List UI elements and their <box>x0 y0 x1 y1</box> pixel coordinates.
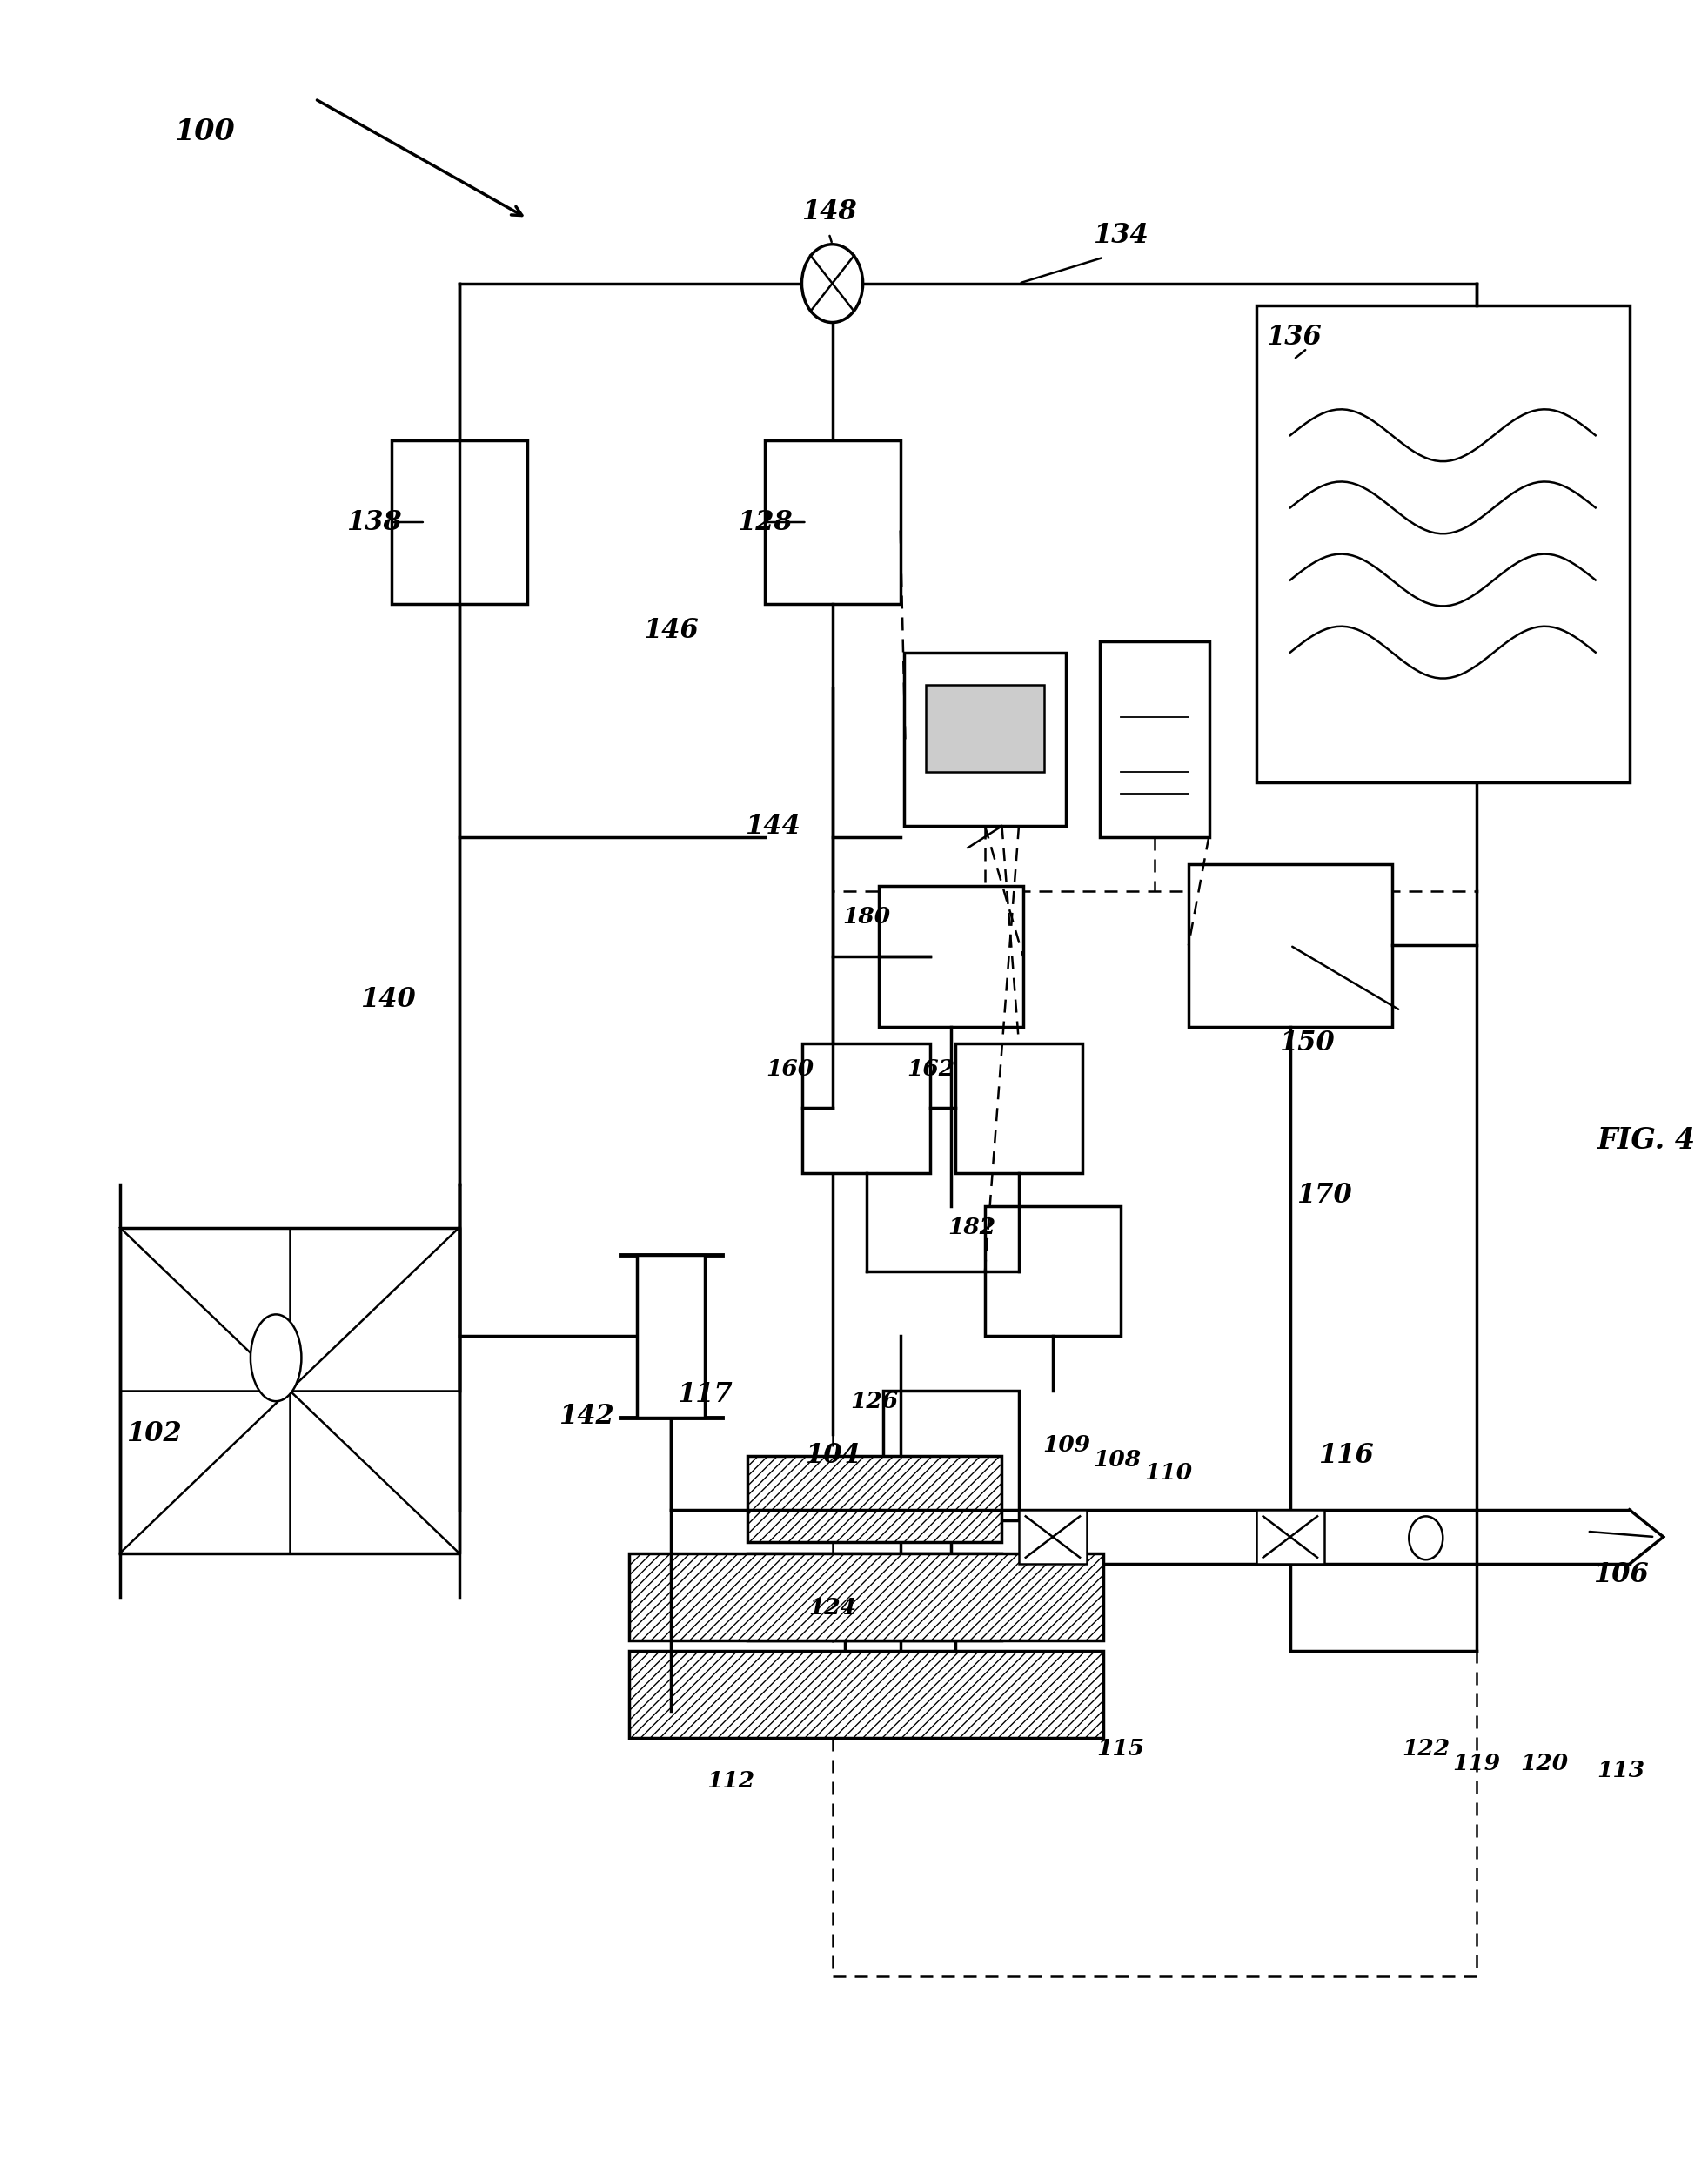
Text: 108: 108 <box>1093 1449 1141 1471</box>
Text: 160: 160 <box>765 1058 815 1080</box>
Bar <box>765 441 900 604</box>
Text: 142: 142 <box>559 1404 615 1430</box>
Text: 122: 122 <box>1402 1738 1450 1760</box>
Text: 136: 136 <box>1266 324 1322 352</box>
Text: 106: 106 <box>1594 1562 1648 1588</box>
Bar <box>748 1456 1003 1543</box>
Text: 109: 109 <box>1042 1434 1090 1456</box>
Text: 138: 138 <box>347 508 401 535</box>
Bar <box>883 1391 1020 1521</box>
Bar <box>391 441 528 604</box>
Text: 150: 150 <box>1279 1030 1336 1056</box>
Text: 116: 116 <box>1319 1443 1373 1469</box>
Bar <box>986 1206 1120 1336</box>
Text: 112: 112 <box>707 1771 755 1793</box>
Text: 170: 170 <box>1296 1182 1353 1208</box>
Text: 110: 110 <box>1144 1462 1192 1484</box>
Text: 124: 124 <box>808 1597 856 1619</box>
Text: 182: 182 <box>948 1217 996 1239</box>
Circle shape <box>801 243 863 322</box>
Bar <box>1189 865 1392 1028</box>
Text: 115: 115 <box>1097 1738 1144 1760</box>
Text: 146: 146 <box>644 617 699 643</box>
Text: 119: 119 <box>1454 1754 1501 1775</box>
Bar <box>955 1043 1083 1173</box>
Ellipse shape <box>251 1315 301 1402</box>
Text: 134: 134 <box>1093 222 1148 250</box>
Circle shape <box>1409 1517 1443 1560</box>
Text: 162: 162 <box>907 1058 955 1080</box>
Bar <box>845 1591 955 1710</box>
Text: 120: 120 <box>1520 1754 1568 1775</box>
Text: 104: 104 <box>804 1443 861 1469</box>
Bar <box>803 1043 929 1173</box>
Bar <box>832 891 1477 1977</box>
Bar <box>637 1254 705 1417</box>
Text: 148: 148 <box>801 198 857 226</box>
Bar <box>748 1554 1003 1641</box>
Text: 140: 140 <box>360 987 415 1013</box>
Text: 117: 117 <box>678 1382 733 1408</box>
Bar <box>1257 1510 1324 1565</box>
Bar <box>1257 304 1629 782</box>
Text: 100: 100 <box>174 117 236 146</box>
Bar <box>629 1651 1103 1738</box>
Text: 113: 113 <box>1597 1760 1645 1782</box>
Text: 144: 144 <box>745 813 801 839</box>
Bar <box>926 684 1044 771</box>
Text: FIG. 4: FIG. 4 <box>1597 1126 1696 1156</box>
Bar <box>904 652 1066 826</box>
Text: 128: 128 <box>736 508 793 535</box>
Bar <box>1020 1510 1086 1565</box>
Text: 102: 102 <box>126 1421 181 1447</box>
Text: 180: 180 <box>842 906 890 928</box>
Bar <box>629 1554 1103 1641</box>
Bar <box>1100 641 1209 837</box>
Bar <box>880 887 1023 1028</box>
Text: 126: 126 <box>851 1391 898 1412</box>
